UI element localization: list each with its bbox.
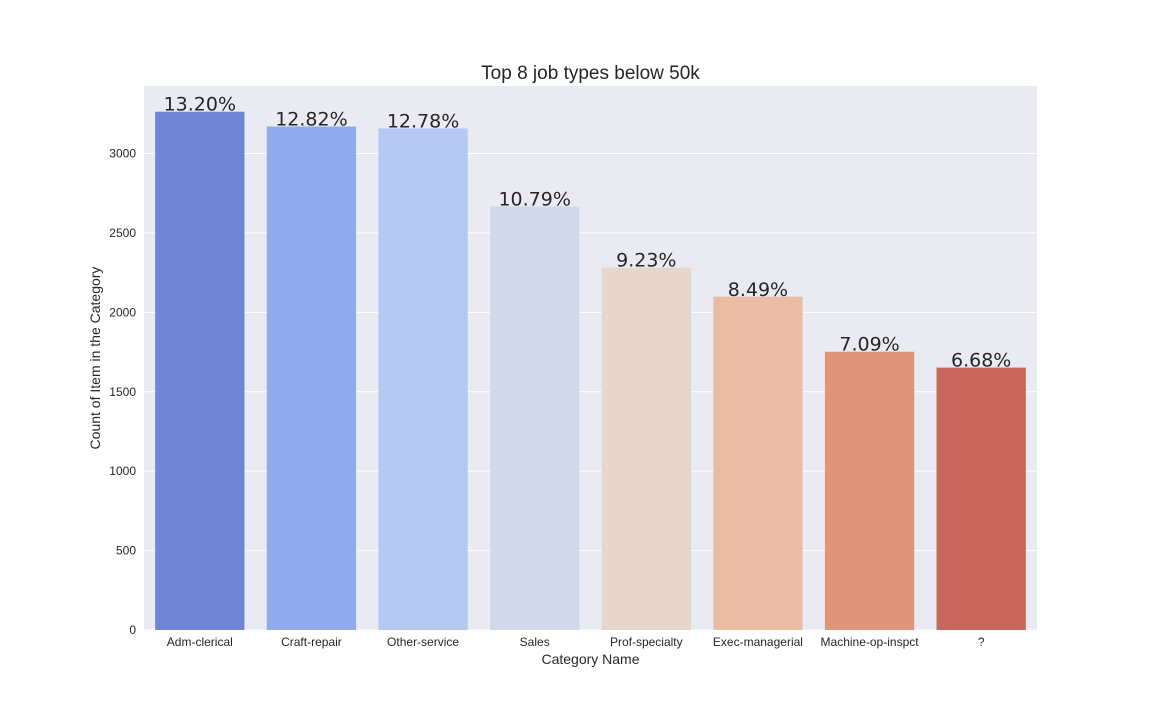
bar-data-label: 10.79% (498, 188, 570, 210)
x-axis-ticks: Adm-clerical Craft-repair Other-service Sal… (167, 635, 985, 649)
bar-data-label: 7.09% (839, 334, 899, 356)
y-tick-label: 2500 (109, 226, 136, 240)
x-axis-title: Category Name (541, 651, 639, 667)
chart-title: Top 8 job types below 50k (481, 63, 700, 84)
y-tick-label: 1500 (109, 385, 136, 399)
x-tick-label: Craft-repair (281, 635, 342, 649)
y-tick-label: 0 (129, 623, 136, 637)
bar-data-label: 13.20% (164, 94, 236, 116)
y-tick-label: 2000 (109, 305, 136, 319)
y-axis-title: Count of Item in the Category (87, 267, 103, 450)
bar (155, 111, 245, 630)
x-tick-label: Exec-managerial (713, 635, 803, 649)
bar-data-label: 6.68% (951, 350, 1011, 372)
bars (155, 111, 1026, 630)
x-tick-label: ? (978, 635, 985, 649)
bar (266, 126, 357, 630)
bar-data-label: 12.78% (387, 110, 459, 132)
x-tick-label: Machine-op-inspct (821, 635, 920, 649)
bar (824, 351, 915, 630)
x-tick-label: Adm-clerical (167, 635, 233, 649)
bar (378, 128, 468, 630)
y-tick-label: 3000 (109, 147, 136, 161)
bar-data-label: 12.82% (275, 109, 347, 131)
x-tick-label: Sales (520, 635, 550, 649)
bar (490, 206, 580, 630)
x-tick-label: Other-service (387, 635, 459, 649)
data-labels: 13.20% 12.82% 12.78% 10.79% 9.23% 8.49% 7.09% 6… (164, 94, 1012, 372)
bar (713, 296, 803, 630)
y-tick-label: 1000 (109, 464, 136, 478)
bar (601, 267, 691, 630)
bar (936, 367, 1026, 630)
y-tick-label: 500 (116, 544, 136, 558)
bar-data-label: 9.23% (616, 250, 676, 272)
y-axis-ticks: 0 500 1000 1500 2000 2500 3000 (109, 147, 136, 637)
x-tick-label: Prof-specialty (610, 635, 683, 649)
bar-data-label: 8.49% (728, 279, 788, 301)
